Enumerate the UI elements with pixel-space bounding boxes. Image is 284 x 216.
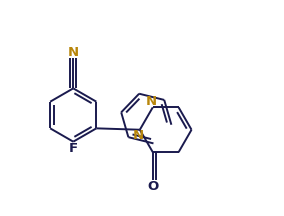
Text: N: N [146,95,157,108]
Text: N: N [133,129,144,142]
Text: O: O [147,180,158,193]
Text: F: F [69,142,78,155]
Text: N: N [68,46,79,59]
